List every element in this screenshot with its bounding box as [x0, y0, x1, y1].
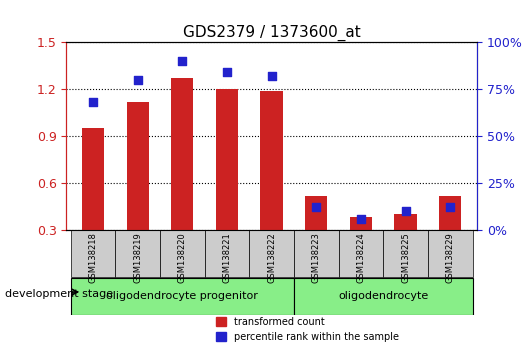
- FancyBboxPatch shape: [116, 230, 160, 277]
- FancyBboxPatch shape: [428, 230, 473, 277]
- Text: development stage: development stage: [5, 289, 113, 299]
- Text: oligodendrocyte progenitor: oligodendrocyte progenitor: [107, 291, 258, 301]
- Text: GSM138219: GSM138219: [133, 233, 142, 283]
- Point: [267, 73, 276, 79]
- Bar: [171, 78, 193, 230]
- Point: [223, 70, 231, 75]
- Point: [312, 205, 321, 210]
- Text: GSM138221: GSM138221: [223, 233, 232, 283]
- Title: GDS2379 / 1373600_at: GDS2379 / 1373600_at: [183, 25, 360, 41]
- Bar: [82, 129, 104, 230]
- Bar: [394, 214, 417, 230]
- Point: [446, 205, 454, 210]
- FancyBboxPatch shape: [339, 230, 383, 277]
- FancyBboxPatch shape: [294, 230, 339, 277]
- FancyBboxPatch shape: [249, 230, 294, 277]
- Point: [178, 58, 187, 64]
- Point: [401, 208, 410, 214]
- Text: GSM138220: GSM138220: [178, 233, 187, 283]
- Legend: transformed count, percentile rank within the sample: transformed count, percentile rank withi…: [212, 313, 403, 346]
- FancyBboxPatch shape: [160, 230, 205, 277]
- FancyBboxPatch shape: [70, 230, 116, 277]
- FancyBboxPatch shape: [205, 230, 249, 277]
- FancyBboxPatch shape: [294, 278, 473, 315]
- Text: GSM138222: GSM138222: [267, 233, 276, 283]
- Text: GSM138223: GSM138223: [312, 233, 321, 283]
- Text: GSM138225: GSM138225: [401, 233, 410, 283]
- Text: oligodendrocyte: oligodendrocyte: [338, 291, 428, 301]
- FancyBboxPatch shape: [70, 278, 294, 315]
- Bar: [350, 217, 372, 230]
- Text: GSM138218: GSM138218: [89, 233, 98, 283]
- Bar: [216, 89, 238, 230]
- Bar: [260, 91, 283, 230]
- Bar: [439, 195, 462, 230]
- Point: [89, 99, 98, 105]
- Text: GSM138224: GSM138224: [356, 233, 365, 283]
- Text: GSM138229: GSM138229: [446, 233, 455, 283]
- FancyBboxPatch shape: [383, 230, 428, 277]
- Point: [357, 216, 365, 222]
- Bar: [305, 195, 328, 230]
- Point: [134, 77, 142, 83]
- Bar: [127, 102, 149, 230]
